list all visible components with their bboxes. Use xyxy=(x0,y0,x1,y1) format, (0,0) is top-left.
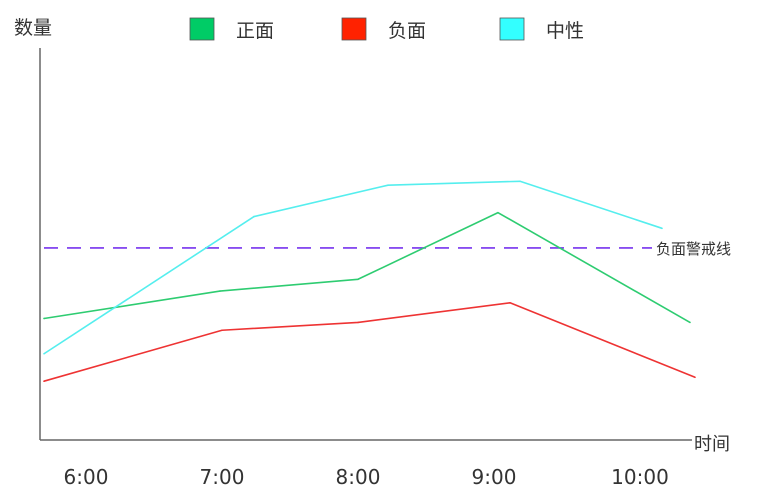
data-point-1-4 xyxy=(497,211,499,214)
legend-label-2: 负面 xyxy=(388,20,426,42)
series-line-1 xyxy=(43,211,691,324)
legend-label-3: 中性 xyxy=(546,20,584,42)
data-point-3-1 xyxy=(43,352,45,355)
data-point-2-5 xyxy=(694,376,696,379)
x-tick-labels: 6:00 7:00 8:00 9:00 10:00 xyxy=(64,465,669,489)
x-tick-label: 8:00 xyxy=(336,465,381,489)
legend-swatch-2 xyxy=(341,17,367,41)
legend-swatch-3 xyxy=(499,17,525,41)
data-point-3-5 xyxy=(661,227,663,230)
data-point-3-2 xyxy=(253,215,255,218)
data-point-3-4 xyxy=(519,180,521,183)
x-axis-label: 时间 xyxy=(694,434,730,455)
data-point-2-4 xyxy=(509,302,511,304)
plot-area: 负面警戒线 xyxy=(43,180,731,383)
data-point-2-3 xyxy=(357,321,359,324)
series-line-2 xyxy=(43,301,696,382)
data-point-1-3 xyxy=(357,278,359,281)
data-point-3-3 xyxy=(387,184,389,186)
x-tick-label: 9:00 xyxy=(472,465,517,489)
data-point-2-1 xyxy=(43,380,45,383)
x-tick-label: 6:00 xyxy=(64,465,109,489)
y-axis-label: 数量 xyxy=(14,17,52,39)
legend-swatch-1 xyxy=(189,17,215,41)
legend: 正面 负面 中性 xyxy=(189,17,584,42)
x-tick-label: 10:00 xyxy=(611,465,669,489)
data-point-1-1 xyxy=(43,317,45,320)
series-line-3 xyxy=(43,180,663,355)
threshold-label: 负面警戒线 xyxy=(656,240,731,258)
data-point-1-2 xyxy=(219,290,221,292)
legend-label-1: 正面 xyxy=(236,20,274,42)
x-tick-label: 7:00 xyxy=(200,465,245,489)
data-point-2-2 xyxy=(221,329,223,332)
data-point-1-5 xyxy=(689,321,691,324)
axes xyxy=(39,48,692,441)
